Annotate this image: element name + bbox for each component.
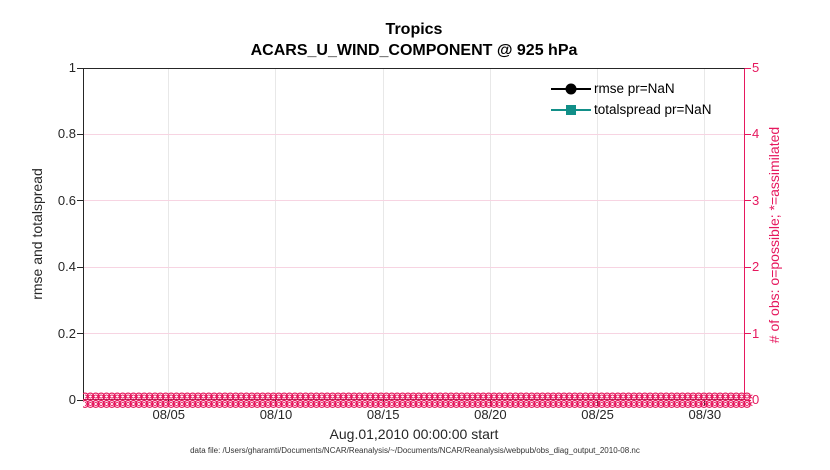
- x-gridline: [275, 68, 277, 400]
- legend-line-sample: [551, 83, 591, 94]
- filled-circle-marker-icon: [565, 83, 577, 94]
- x-gridline: [489, 68, 491, 400]
- data-file-caption: data file: /Users/gharamti/Documents/NCA…: [190, 446, 640, 455]
- left-y-tick-label: 0.2: [57, 325, 76, 341]
- left-y-tick-mark: [77, 200, 83, 202]
- right-y-axis-label: # of obs: o=possible; *=assimilated: [766, 126, 782, 344]
- right-y-tick-mark: [745, 67, 751, 69]
- plot-title: Tropics: [385, 21, 443, 38]
- right-y-tick-mark: [745, 266, 751, 268]
- left-y-axis-label: rmse and totalspread: [29, 168, 45, 300]
- x-tick-label: 08/30: [688, 407, 722, 422]
- y-gridline: [83, 266, 745, 268]
- left-y-tick-mark: [77, 333, 83, 335]
- left-y-tick-label: 0.4: [57, 259, 76, 275]
- x-gridline: [704, 68, 706, 400]
- left-y-tick-label: 0.6: [57, 192, 76, 208]
- x-tick-label: 08/25: [581, 407, 614, 422]
- legend-item-totalspread: totalspread pr=NaN: [551, 99, 711, 120]
- x-axis-label: Aug.01,2010 00:00:00 start: [329, 426, 499, 442]
- right-y-tick-label: 0: [752, 392, 760, 407]
- y-gridline: [83, 200, 745, 202]
- right-y-tick-label: 5: [752, 60, 760, 75]
- legend-label-totalspread: totalspread pr=NaN: [594, 102, 712, 117]
- filled-square-marker-icon: [566, 104, 576, 115]
- x-tick-label: 08/05: [152, 407, 186, 422]
- y-gridline: [83, 133, 745, 135]
- x-tick-label: 08/15: [366, 407, 400, 422]
- right-y-tick-mark: [745, 133, 751, 135]
- left-y-tick-mark: [77, 266, 83, 268]
- left-y-tick-mark: [77, 133, 83, 135]
- left-y-tick-label: 0.8: [57, 126, 76, 142]
- left-y-tick-label: 1: [68, 60, 76, 75]
- legend-line-sample: [551, 104, 591, 115]
- legend-label-rmse: rmse pr=NaN: [594, 81, 675, 96]
- right-y-tick-label: 4: [752, 126, 760, 142]
- right-y-tick-mark: [745, 200, 751, 202]
- legend: rmse pr=NaN totalspread pr=NaN: [551, 78, 711, 120]
- right-y-tick-label: 2: [752, 259, 760, 275]
- x-gridline: [382, 68, 384, 400]
- plot-subtitle: ACARS_U_WIND_COMPONENT @ 925 hPa: [250, 42, 578, 59]
- obs-count-markers: [83, 392, 753, 408]
- x-tick-label: 08/20: [474, 407, 507, 422]
- left-y-tick-label: 0: [68, 392, 76, 407]
- left-y-tick-mark: [77, 399, 83, 401]
- x-gridline: [597, 68, 599, 400]
- x-tick-label: 08/10: [259, 407, 293, 422]
- right-y-tick-label: 3: [752, 192, 760, 208]
- left-y-tick-mark: [77, 67, 83, 69]
- right-y-tick-label: 1: [752, 325, 760, 341]
- y-gridline: [83, 333, 745, 335]
- right-y-tick-mark: [745, 333, 751, 335]
- legend-item-rmse: rmse pr=NaN: [551, 78, 711, 99]
- x-gridline: [168, 68, 170, 400]
